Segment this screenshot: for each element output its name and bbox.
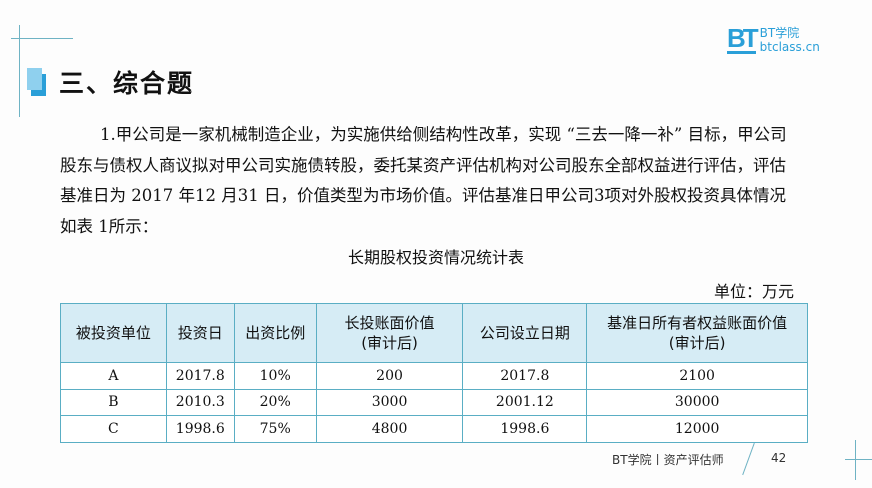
- table-cell: 2100: [586, 362, 808, 390]
- decor-line: [19, 25, 20, 117]
- table-cell: 20%: [233, 388, 317, 416]
- column-header: 公司设立日期: [462, 303, 588, 363]
- table-cell: 12000: [586, 415, 808, 443]
- table-cell: 30000: [586, 388, 808, 416]
- table-cell: 4800: [315, 415, 464, 443]
- logo-line1: BT学院: [759, 25, 800, 40]
- decor-line: [855, 440, 856, 480]
- table-row: A 2017.8 10% 200 2017.8 2100: [60, 362, 808, 390]
- logo-mark: BT: [727, 23, 759, 54]
- table-cell: 10%: [233, 362, 317, 390]
- table-row: C 1998.6 75% 4800 1998.6 12000: [60, 415, 808, 443]
- table-cell: 1998.6: [462, 415, 588, 443]
- table-title: 长期股权投资情况统计表: [347, 248, 524, 267]
- table-cell: 75%: [233, 415, 317, 443]
- table-cell: 2010.3: [165, 388, 235, 416]
- column-header: 出资比例: [233, 303, 317, 363]
- investment-table: 被投资单位 投资日 出资比例 长投账面价值 (审计后) 公司设立日期 基准日所有者权益账面…: [60, 303, 808, 443]
- table-cell: 200: [315, 362, 464, 390]
- heading-text: 三、综合题: [59, 69, 195, 98]
- heading-square-icon: [27, 68, 49, 96]
- question-text: 1.甲公司是一家机械制造企业，为实施供给侧结构性改革，实现 “三去一降一补” 目…: [60, 125, 787, 236]
- unit-label: 单位：万元: [713, 282, 794, 301]
- column-header: 基准日所有者权益账面价值 (审计后): [586, 303, 808, 363]
- footer-divider: [742, 442, 755, 476]
- decor-line: [11, 38, 73, 39]
- table-cell: 1998.6: [165, 415, 235, 443]
- table-cell: 2017.8: [462, 362, 588, 390]
- column-header: 投资日: [165, 303, 235, 363]
- logo: BT BT学院 btclass.cn: [727, 25, 820, 54]
- table-cell: 3000: [315, 388, 464, 416]
- table-cell: A: [60, 362, 167, 390]
- table-cell: B: [60, 388, 167, 416]
- table-cell: 2017.8: [165, 362, 235, 390]
- question-paragraph: 1.甲公司是一家机械制造企业，为实施供给侧结构性改革，实现 “三去一降一补” 目…: [60, 120, 800, 242]
- table-header-row: 被投资单位 投资日 出资比例 长投账面价值 (审计后) 公司设立日期 基准日所有者权益账面…: [60, 303, 808, 363]
- decor-line: [845, 459, 872, 460]
- page-number: 42: [771, 451, 787, 465]
- column-header: 长投账面价值 (审计后): [315, 303, 464, 363]
- column-header: 被投资单位: [60, 303, 167, 363]
- footer-text: BT学院丨资产评估师: [612, 453, 724, 467]
- table-cell: C: [60, 415, 167, 443]
- section-heading: 三、综合题: [27, 64, 194, 100]
- logo-line2: btclass.cn: [759, 39, 820, 54]
- table-cell: 2001.12: [462, 388, 588, 416]
- table-row: B 2010.3 20% 3000 2001.12 30000: [60, 388, 808, 416]
